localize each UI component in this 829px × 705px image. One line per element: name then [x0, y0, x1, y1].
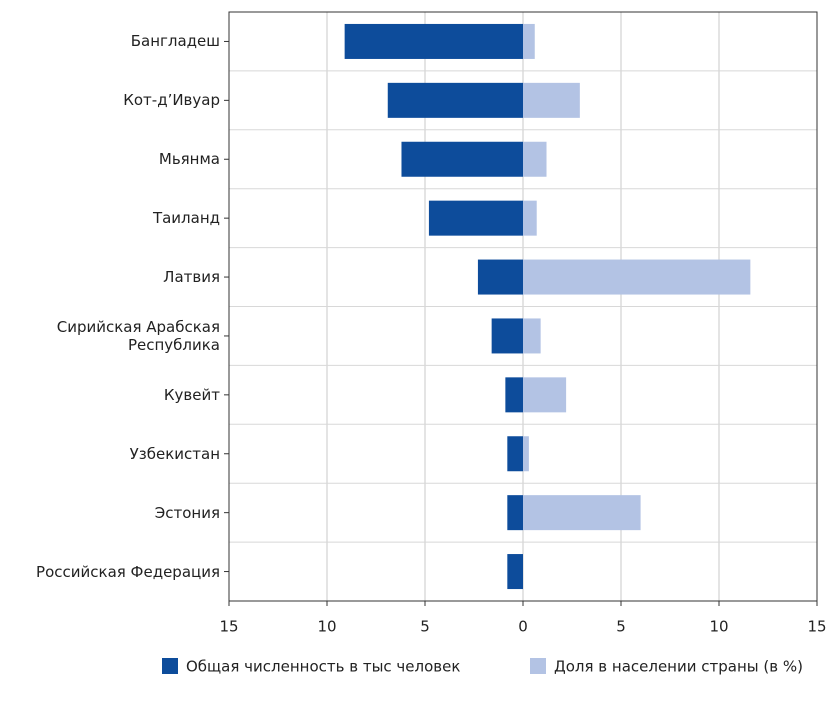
- legend-swatch: [530, 658, 546, 674]
- category-label: Таиланд: [152, 209, 220, 228]
- x-tick-label: 15: [807, 618, 826, 636]
- bar: [523, 259, 751, 295]
- bar: [505, 377, 523, 413]
- x-tick-label: 10: [317, 618, 336, 636]
- bar: [523, 200, 537, 236]
- bar: [523, 23, 535, 59]
- bar: [523, 82, 580, 118]
- x-tick-label: 0: [518, 618, 528, 636]
- bar: [387, 82, 523, 118]
- legend-swatch: [162, 658, 178, 674]
- bar: [507, 436, 523, 472]
- bar: [507, 554, 523, 590]
- category-label: Узбекистан: [129, 444, 220, 463]
- legend-label: Общая численность в тыс человек: [186, 658, 460, 676]
- bar: [428, 200, 523, 236]
- bar: [523, 495, 641, 531]
- bar: [401, 141, 523, 177]
- x-tick-label: 15: [219, 618, 238, 636]
- category-label: Российская Федерация: [36, 562, 220, 581]
- legend-label: Доля в населении страны (в %): [554, 658, 803, 676]
- bar: [523, 318, 541, 354]
- category-label: Латвия: [163, 268, 220, 287]
- category-label: Сирийская Арабская Республика: [56, 317, 220, 354]
- bar: [507, 495, 523, 531]
- x-tick-label: 5: [616, 618, 626, 636]
- bar: [523, 141, 547, 177]
- bar: [477, 259, 523, 295]
- bar: [491, 318, 523, 354]
- category-label: Кувейт: [163, 385, 220, 404]
- category-label: Мьянма: [158, 150, 220, 169]
- x-tick-label: 10: [709, 618, 728, 636]
- bar: [344, 23, 523, 59]
- category-label: Бангладеш: [130, 32, 220, 51]
- bar: [523, 436, 529, 472]
- category-label: Эстония: [154, 503, 220, 522]
- category-label: Кот-д’Ивуар: [123, 91, 220, 110]
- plot-frame: [228, 11, 818, 602]
- x-tick-label: 5: [420, 618, 430, 636]
- bar: [523, 377, 567, 413]
